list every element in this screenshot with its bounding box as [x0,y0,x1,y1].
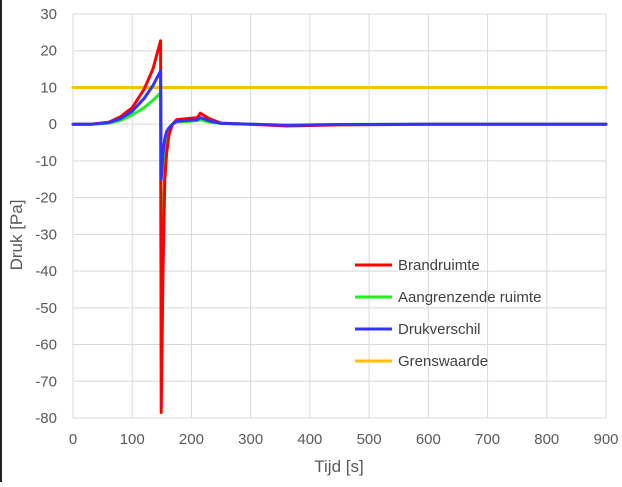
y-tick-label: -50 [35,300,57,317]
y-tick-labels: 30 20 10 0 -10 -20 -30 -40 -50 -60 -70 -80 [35,6,57,427]
x-tick-label: 500 [357,431,382,448]
y-tick-label: 20 [40,43,57,60]
y-tick-label: -20 [35,190,57,207]
series-lines [71,39,608,414]
x-tick-label: 600 [416,431,441,448]
series-line-drukverschil [71,69,608,181]
x-tick-label: 200 [179,431,204,448]
y-tick-label: -60 [35,337,57,354]
legend-label: Drukverschil [398,321,481,338]
x-tick-labels: 0 100 200 300 400 500 600 700 800 900 [69,431,619,448]
x-tick-label: 700 [475,431,500,448]
y-tick-label: 0 [49,116,57,133]
y-tick-label: -30 [35,226,57,243]
legend-label: Aangrenzende ruimte [398,289,541,306]
legend: Brandruimte Aangrenzende ruimte Drukversch… [355,257,541,370]
y-tick-label: 10 [40,79,57,96]
x-tick-label: 0 [69,431,77,448]
legend-label: Grenswaarde [398,353,488,370]
y-tick-label: -70 [35,373,57,390]
x-tick-label: 100 [120,431,145,448]
y-tick-label: -40 [35,263,57,280]
y-tick-label: -80 [35,410,57,427]
x-tick-label: 300 [238,431,263,448]
legend-label: Brandruimte [398,257,480,274]
x-tick-label: 900 [593,431,618,448]
x-axis-title: Tijd [s] [314,457,363,476]
y-tick-label: 30 [40,6,57,23]
y-tick-label: -10 [35,153,57,170]
y-axis-title: Druk [Pa] [7,200,26,271]
x-tick-label: 400 [297,431,322,448]
x-tick-label: 800 [534,431,559,448]
